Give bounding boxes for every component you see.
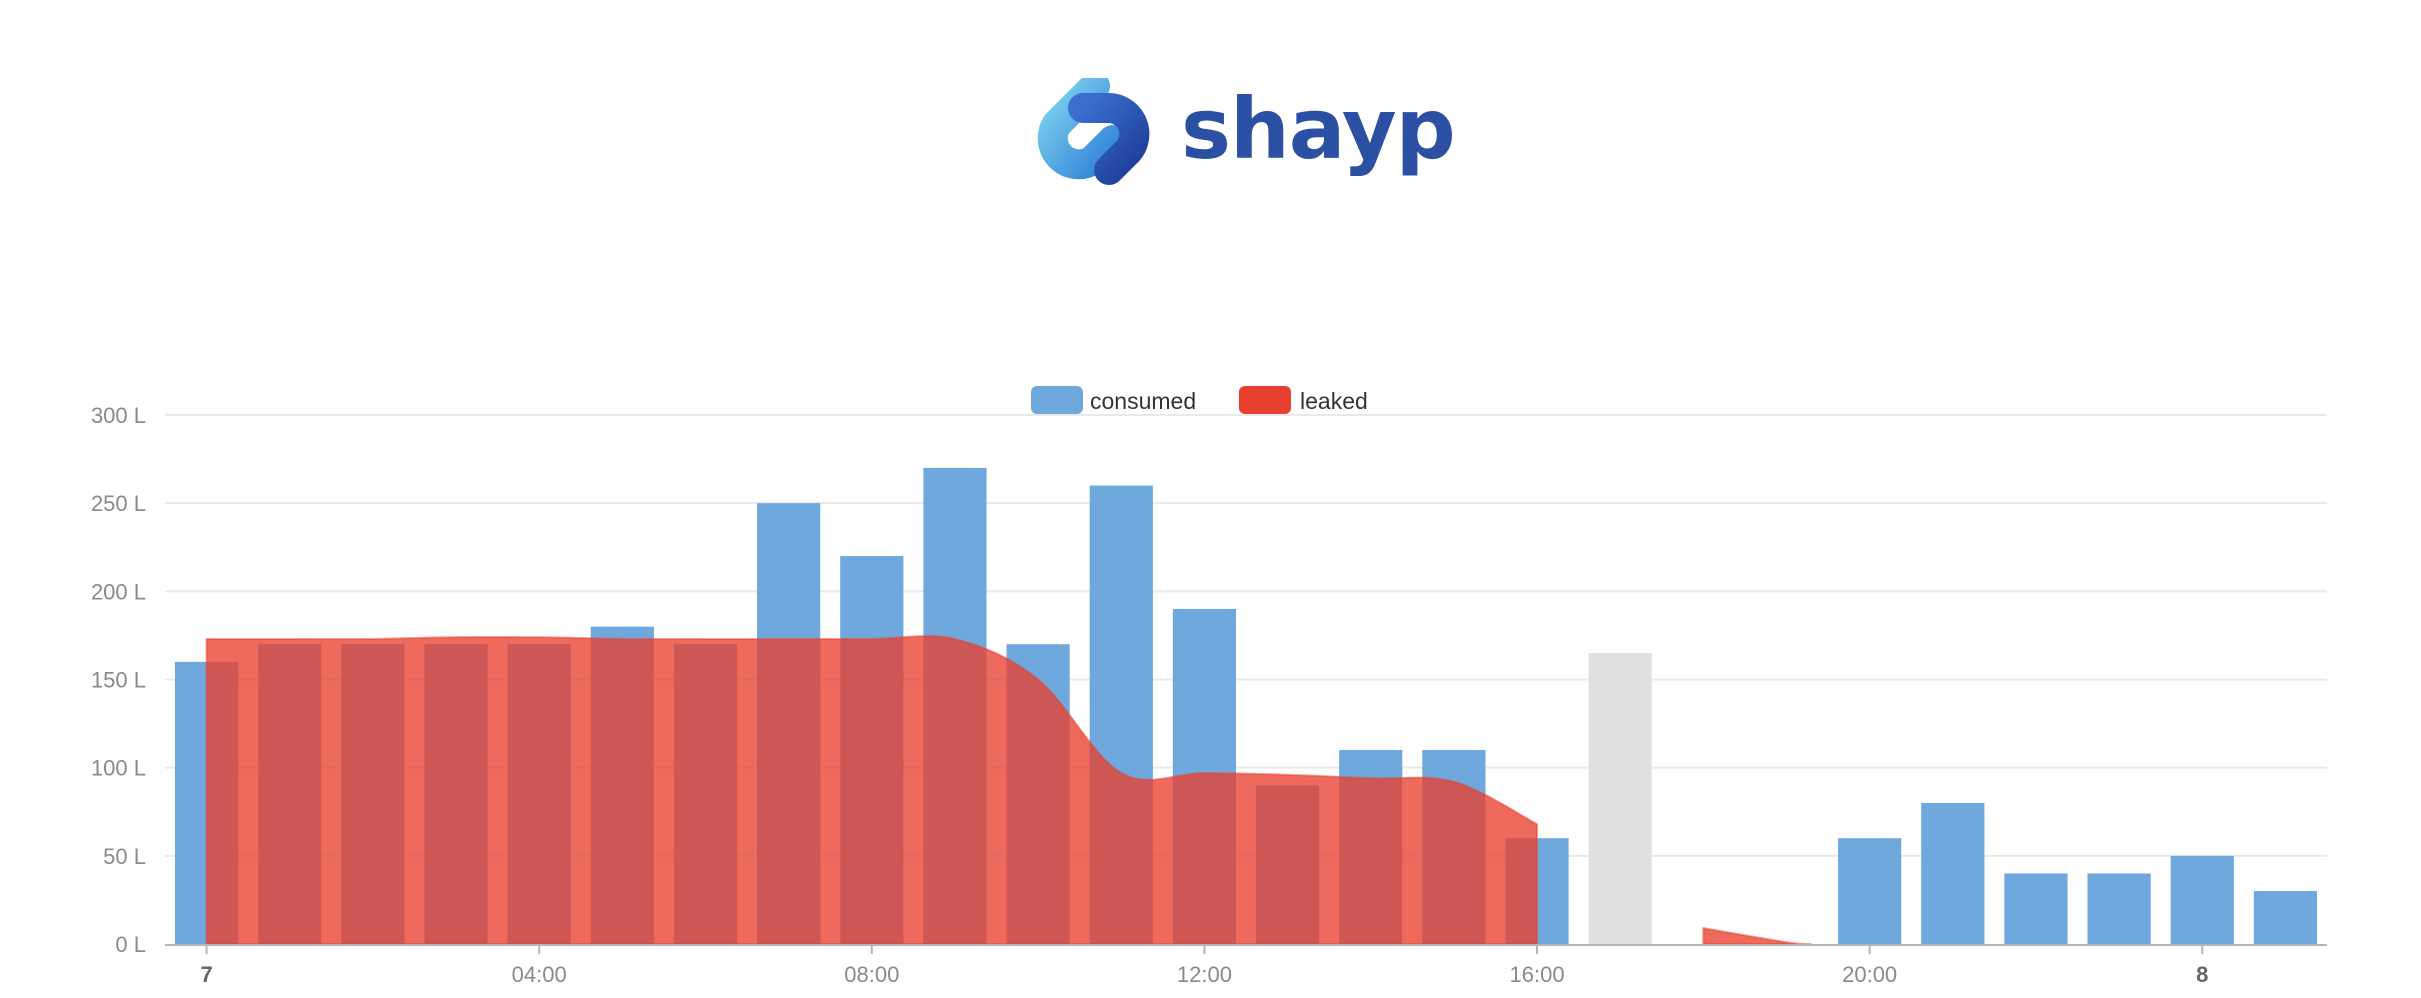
legend-swatch-leaked [1239, 386, 1291, 414]
water-usage-chart: 0 L 50 L 100 L 150 L 200 L 250 L 300 L 7 04:00 0… [91, 386, 2327, 987]
y-tick-label: 300 L [91, 403, 146, 428]
legend-label-leaked: leaked [1300, 388, 1368, 414]
leaked-area [205, 634, 1812, 946]
x-tick-label: 04:00 [512, 962, 567, 987]
x-tick-label: 08:00 [844, 962, 899, 987]
y-tick-label: 100 L [91, 756, 146, 781]
x-tick-label: 12:00 [1177, 962, 1232, 987]
brand-name: shayp [1181, 80, 1456, 178]
legend-item-consumed[interactable]: consumed [1031, 386, 1196, 414]
consumed-bar [2170, 855, 2234, 944]
legend: consumed leaked [1031, 386, 1368, 414]
y-tick-label: 0 L [115, 932, 146, 957]
consumed-bar [2004, 873, 2068, 944]
y-tick-label: 50 L [103, 844, 146, 869]
consumed-bar-estimated [1588, 653, 1652, 944]
y-tick-label: 250 L [91, 491, 146, 516]
legend-label-consumed: consumed [1090, 388, 1196, 414]
legend-swatch-consumed [1031, 386, 1083, 414]
shayp-logo: shayp [1025, 78, 1456, 188]
consumed-bar [1838, 838, 1902, 944]
legend-item-leaked[interactable]: leaked [1239, 386, 1368, 414]
consumed-bar [2253, 891, 2318, 944]
leaked-area-segment [205, 634, 1539, 945]
x-tick-label: 7 [200, 962, 212, 987]
y-axis-labels: 0 L 50 L 100 L 150 L 200 L 250 L 300 L [91, 403, 146, 957]
y-tick-label: 150 L [91, 668, 146, 693]
y-tick-label: 200 L [91, 579, 146, 604]
consumed-bar [1921, 802, 1985, 944]
leaked-area-segment [1702, 926, 1812, 946]
x-tick-label: 20:00 [1842, 962, 1897, 987]
x-axis: 7 04:00 08:00 12:00 16:00 20:00 8 [165, 944, 2327, 987]
shayp-logo-mark-icon [1037, 78, 1150, 185]
x-tick-label: 16:00 [1510, 962, 1565, 987]
x-tick-label: 8 [2196, 962, 2208, 987]
consumed-bar [2087, 873, 2151, 944]
